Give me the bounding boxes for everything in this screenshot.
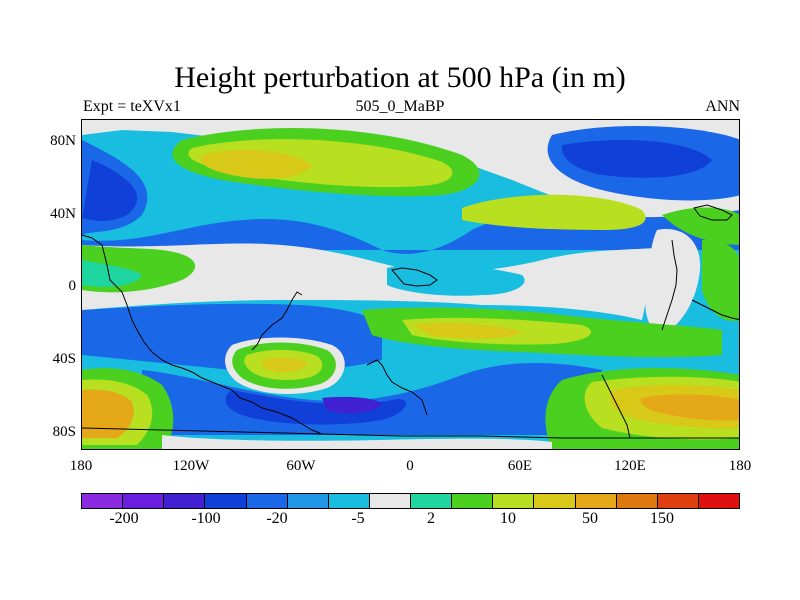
asia-ridge [462,194,646,230]
south-pacific-ridge-core [82,389,134,438]
colorbar-swatch [205,494,247,508]
height-perturbation-map [82,120,739,449]
equatorial-neutral [82,243,657,320]
south-pacific-east-core [640,394,739,421]
colorbar-label: -100 [191,510,221,527]
colorbar-swatch [452,494,494,508]
y-tick-label: 80N [50,133,76,149]
japan-outline [693,204,733,221]
north-pacific-core [82,160,138,222]
y-tick-label: 40N [50,206,76,222]
subtitle-left: Expt = teXVx1 [83,98,181,115]
antarctica-outline [82,427,739,439]
colorbar-swatch [246,494,288,508]
colorbar-label: -200 [109,510,139,527]
siberia-low-core [561,140,712,178]
south-africa-outline [366,359,428,416]
colorbar-label: -5 [351,510,365,527]
x-tick-label: 120E [614,458,646,474]
colorbar-swatch [657,494,699,508]
colorbar-swatch [575,494,617,508]
colorbar-swatch [123,494,165,508]
north-ridge-orange [200,149,312,179]
colorbar-label: 150 [650,510,674,527]
colorbar-swatch [287,494,329,508]
australia-outline [601,374,631,439]
colorbar-swatch [164,494,206,508]
colorbar-swatch [534,494,576,508]
pacific-ridge [662,207,739,245]
colorbar-label: -20 [266,510,288,527]
south-indian-orange [412,322,522,339]
colorbar-swatch [698,494,739,508]
subtitle-right: ANN [705,98,740,115]
map-panel [81,119,740,450]
y-tick-label: 0 [68,278,77,294]
plot-title: Height perturbation at 500 hPa (in m) [174,61,626,94]
x-tick-label: 60E [507,458,533,474]
colorbar-swatch [369,494,411,508]
sa-ridge-core [261,357,307,373]
southern-ocean-deep-core [322,396,382,414]
colorbar-label: 50 [582,510,598,527]
west-pacific-outline [691,299,739,321]
antarctic-neutral [162,435,552,449]
x-tick-label: 60W [286,458,316,474]
colorbar-swatch [328,494,370,508]
colorbar [81,493,740,509]
x-tick-label: 0 [406,458,414,474]
east-pacific-teal [82,260,142,287]
indonesia-neutral [645,229,701,335]
continent-outlines [82,204,739,439]
south-america-outline [251,291,303,351]
x-tick-label: 180 [728,458,752,474]
colorbar-swatch [82,494,124,508]
africa-north-outline [391,267,438,287]
americas-west-outline [82,234,323,435]
southern-ocean-core [225,390,406,425]
colorbar-label: 10 [500,510,516,527]
subtitle-center: 505_0_MaBP [355,98,445,115]
y-tick-label: 40S [52,351,76,367]
colorbar-swatch [616,494,658,508]
west-pacific-green [702,240,739,321]
colorbar-swatch [411,494,453,508]
colorbar-label: 2 [427,510,435,527]
colorbar-swatch [493,494,535,508]
x-tick-label: 180 [69,458,93,474]
asia-east-outline [661,239,678,331]
y-tick-label: 80S [52,424,76,440]
x-tick-label: 120W [172,458,210,474]
